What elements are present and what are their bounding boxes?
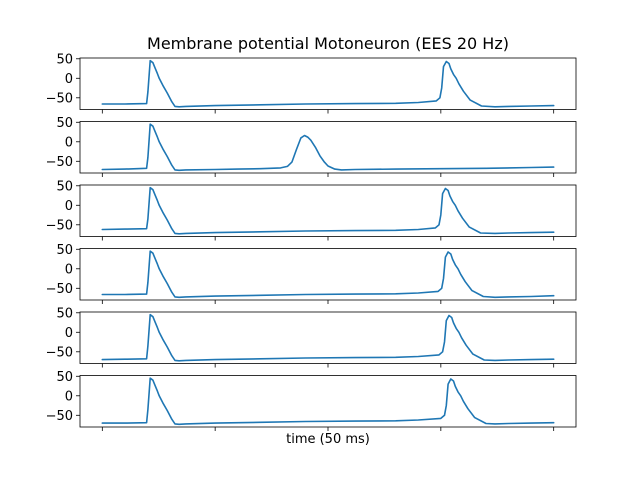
membrane-potential-line <box>101 123 555 172</box>
y-tick-label: 50 <box>56 179 73 194</box>
y-tick-label: −50 <box>46 218 73 233</box>
y-tick-label: −50 <box>46 282 73 297</box>
subplot-frame <box>79 121 577 174</box>
membrane-potential-line <box>101 377 555 426</box>
membrane-potential-line <box>101 250 555 299</box>
subplot-panels: 50 0 −50 50 0 −50 50 0 −50 50 0 −50 50 0 −50 50 0 −50 <box>46 52 577 431</box>
subplot-frame <box>79 248 577 301</box>
y-tick-label: 0 <box>65 199 73 214</box>
subplot-frame <box>79 375 577 428</box>
subplot-6: 50 0 −50 <box>46 370 577 431</box>
y-tick-label: 0 <box>65 389 73 404</box>
y-tick-label: −50 <box>46 345 73 360</box>
membrane-potential-line <box>101 313 555 362</box>
y-tick-label: 50 <box>56 116 73 131</box>
chart-title: Membrane potential Motoneuron (EES 20 Hz… <box>147 34 509 53</box>
subplot-frame <box>79 311 577 364</box>
membrane-potential-line <box>101 186 555 235</box>
y-tick-label: 0 <box>65 135 73 150</box>
y-tick-label: 50 <box>56 52 73 67</box>
y-tick-label: 50 <box>56 243 73 258</box>
y-tick-label: 0 <box>65 326 73 341</box>
y-tick-label: −50 <box>46 91 73 106</box>
y-tick-label: 0 <box>65 262 73 277</box>
subplot-3: 50 0 −50 <box>46 179 577 241</box>
y-tick-label: −50 <box>46 155 73 170</box>
y-tick-label: 50 <box>56 306 73 321</box>
subplot-5: 50 0 −50 <box>46 306 577 368</box>
subplot-2: 50 0 −50 <box>46 116 577 177</box>
subplot-1: 50 0 −50 <box>46 52 577 114</box>
x-axis-label: time (50 ms) <box>286 432 370 447</box>
membrane-potential-line <box>101 59 555 108</box>
subplot-frame <box>79 57 577 110</box>
y-tick-label: −50 <box>46 409 73 424</box>
y-tick-label: 0 <box>65 72 73 87</box>
subplot-4: 50 0 −50 <box>46 243 577 304</box>
y-tick-label: 50 <box>56 370 73 385</box>
subplot-frame <box>79 184 577 237</box>
